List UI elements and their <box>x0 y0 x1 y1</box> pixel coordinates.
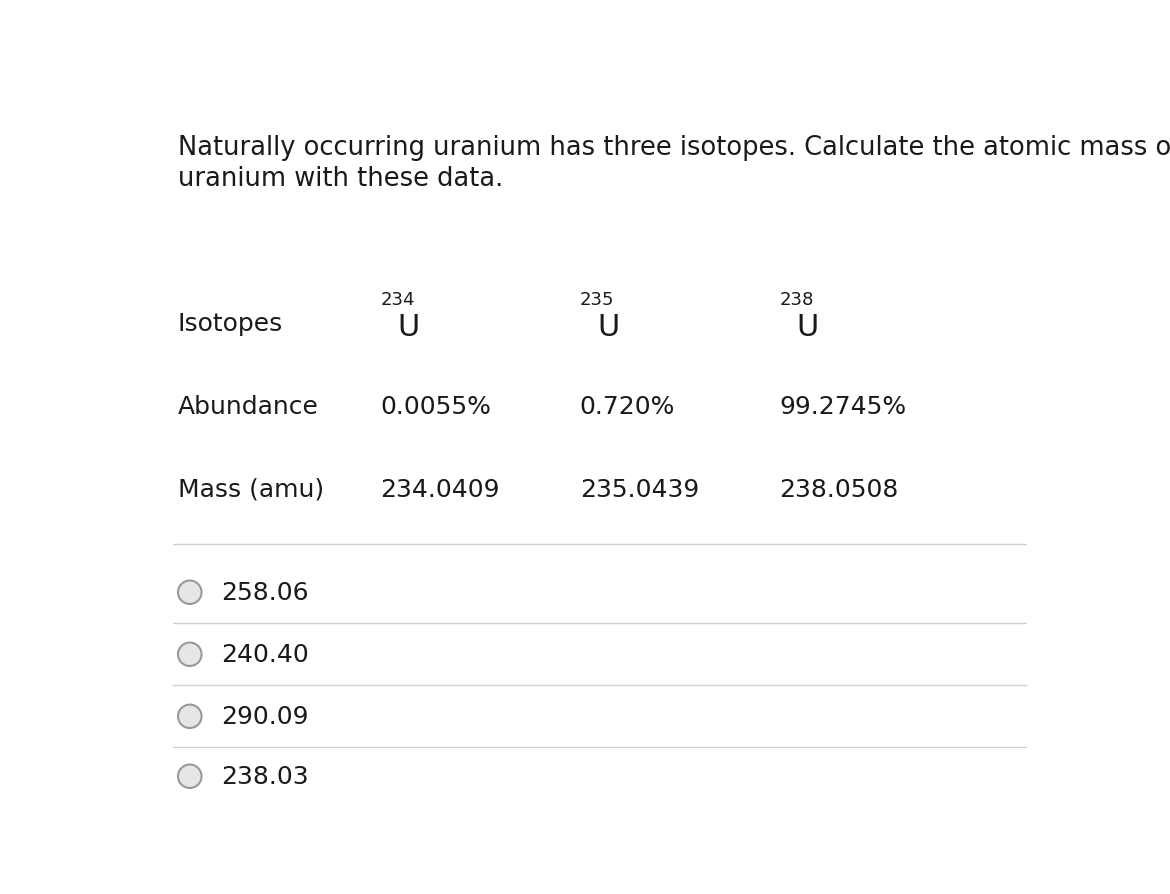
Text: 240.40: 240.40 <box>221 643 309 667</box>
Ellipse shape <box>178 704 201 729</box>
Text: 238: 238 <box>779 291 813 309</box>
Text: 235.0439: 235.0439 <box>579 477 698 502</box>
Text: 238.0508: 238.0508 <box>779 477 899 502</box>
Text: U: U <box>597 313 619 342</box>
Ellipse shape <box>178 643 201 666</box>
Text: 0.0055%: 0.0055% <box>380 395 491 418</box>
Text: Isotopes: Isotopes <box>178 312 283 336</box>
Text: 290.09: 290.09 <box>221 704 309 729</box>
Text: Naturally occurring uranium has three isotopes. Calculate the atomic mass of: Naturally occurring uranium has three is… <box>178 135 1170 161</box>
Ellipse shape <box>178 764 201 789</box>
Text: 0.720%: 0.720% <box>579 395 675 418</box>
Ellipse shape <box>178 581 201 604</box>
Text: 99.2745%: 99.2745% <box>779 395 907 418</box>
Text: 258.06: 258.06 <box>221 580 309 604</box>
Text: Mass (amu): Mass (amu) <box>178 477 324 502</box>
Text: 238.03: 238.03 <box>221 764 309 789</box>
Text: uranium with these data.: uranium with these data. <box>178 165 503 192</box>
Text: 234: 234 <box>380 291 414 309</box>
Text: U: U <box>398 313 420 342</box>
Text: Abundance: Abundance <box>178 395 319 418</box>
Text: 235: 235 <box>579 291 614 309</box>
Text: U: U <box>797 313 819 342</box>
Text: 234.0409: 234.0409 <box>380 477 500 502</box>
